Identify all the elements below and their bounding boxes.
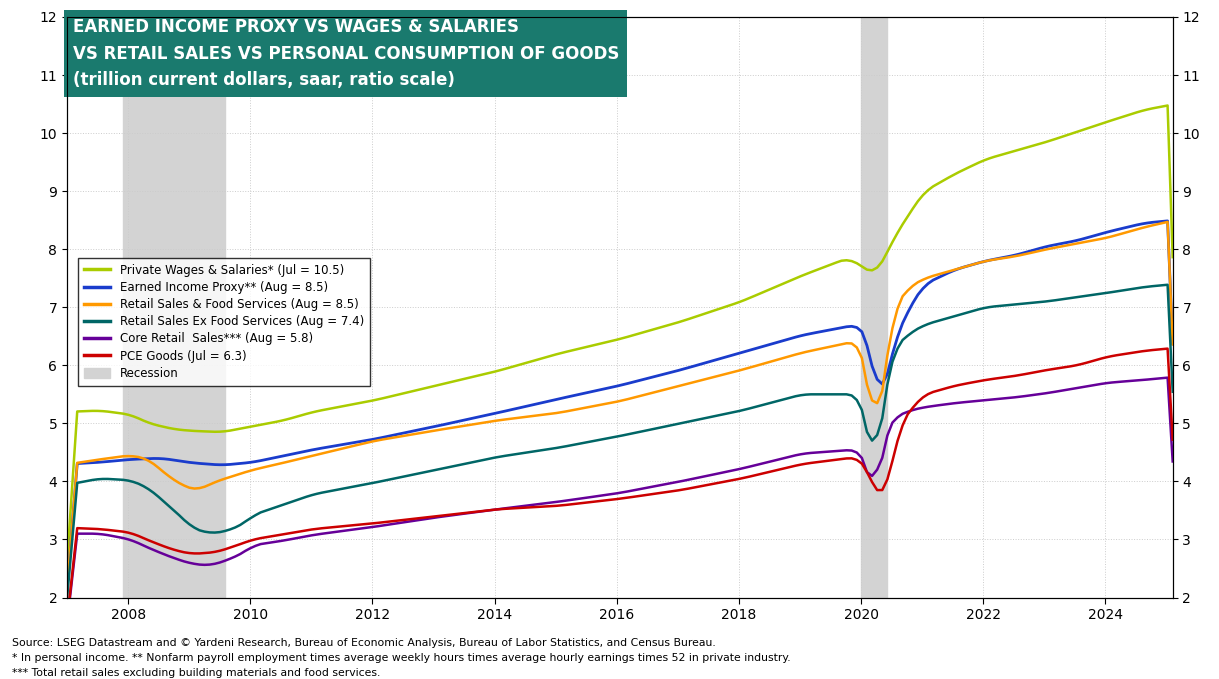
Text: EARNED INCOME PROXY VS WAGES & SALARIES
VS RETAIL SALES VS PERSONAL CONSUMPTION : EARNED INCOME PROXY VS WAGES & SALARIES … [73,18,619,89]
Legend: Private Wages & Salaries* (Jul = 10.5), Earned Income Proxy** (Aug = 8.5), Retai: Private Wages & Salaries* (Jul = 10.5), … [78,258,369,386]
Text: * In personal income. ** Nonfarm payroll employment times average weekly hours t: * In personal income. ** Nonfarm payroll… [12,653,791,663]
Bar [123,17,224,598]
Bar [861,17,886,598]
Text: *** Total retail sales excluding building materials and food services.: *** Total retail sales excluding buildin… [12,668,380,678]
Text: Source: LSEG Datastream and © Yardeni Research, Bureau of Economic Analysis, Bur: Source: LSEG Datastream and © Yardeni Re… [12,638,716,648]
